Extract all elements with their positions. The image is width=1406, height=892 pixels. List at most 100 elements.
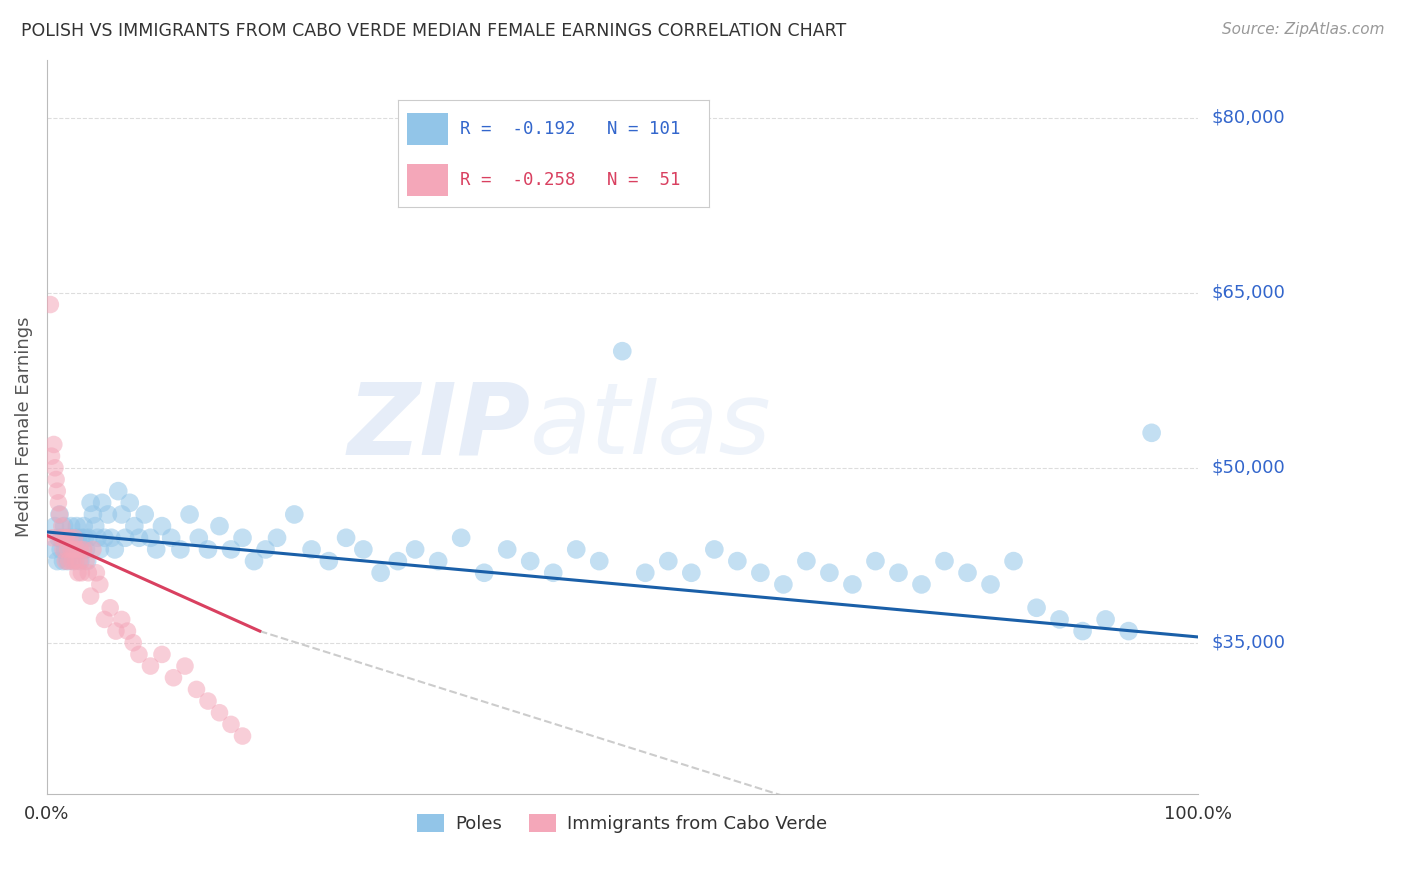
Point (60, 554, 83, 568)
Point (139, 659, 162, 673)
Point (404, 542, 426, 557)
Point (818, 566, 841, 580)
Point (114, 531, 136, 545)
Point (76, 554, 98, 568)
Point (44, 519, 66, 533)
Point (73, 531, 96, 545)
Point (301, 542, 323, 557)
Point (283, 508, 305, 522)
Point (122, 636, 145, 650)
Point (42, 437, 65, 451)
Point (979, 577, 1001, 591)
Point (70, 566, 93, 580)
Point (124, 519, 146, 533)
Point (352, 542, 374, 557)
Point (66, 531, 89, 545)
Point (53, 519, 76, 533)
Point (1049, 612, 1071, 626)
Point (52, 554, 75, 568)
Point (48, 531, 70, 545)
Point (179, 508, 201, 522)
Point (89, 542, 111, 557)
Point (187, 531, 209, 545)
Point (335, 531, 357, 545)
Point (496, 542, 519, 557)
Point (145, 542, 167, 557)
Point (67, 542, 90, 557)
Point (150, 519, 173, 533)
Point (318, 554, 340, 568)
Point (51, 531, 73, 545)
Point (219, 717, 242, 731)
Point (243, 554, 266, 568)
Text: $35,000: $35,000 (1212, 633, 1285, 652)
Point (725, 554, 748, 568)
Point (231, 531, 253, 545)
Point (796, 554, 818, 568)
Point (150, 648, 173, 662)
Point (128, 531, 150, 545)
Point (472, 566, 495, 580)
Text: $50,000: $50,000 (1212, 458, 1285, 477)
Point (1002, 554, 1025, 568)
Text: Source: ZipAtlas.com: Source: ZipAtlas.com (1222, 22, 1385, 37)
Point (208, 519, 231, 533)
Point (44, 460, 66, 475)
Point (93, 612, 115, 626)
Point (111, 612, 134, 626)
Point (39, 297, 62, 311)
Point (48, 496, 70, 510)
Point (91, 496, 114, 510)
Point (65, 554, 87, 568)
Point (703, 542, 725, 557)
Point (75, 554, 97, 568)
Point (370, 566, 392, 580)
Point (887, 566, 910, 580)
Point (66, 566, 89, 580)
Point (86, 531, 108, 545)
Point (910, 577, 932, 591)
Point (59, 531, 82, 545)
Point (67, 554, 90, 568)
Point (93, 531, 115, 545)
Point (77, 566, 100, 580)
Point (53, 554, 76, 568)
Point (52, 542, 75, 557)
Point (45, 473, 67, 487)
Point (48, 508, 70, 522)
Point (62, 542, 84, 557)
Point (565, 542, 588, 557)
Point (588, 554, 610, 568)
Point (49, 542, 72, 557)
Point (139, 531, 162, 545)
Text: ZIP: ZIP (347, 378, 530, 475)
Point (55, 531, 77, 545)
Point (387, 554, 409, 568)
Point (82, 508, 104, 522)
Point (519, 554, 541, 568)
Point (63, 531, 86, 545)
Point (60, 542, 83, 557)
Point (174, 659, 197, 673)
Point (75, 542, 97, 557)
Point (111, 508, 134, 522)
Point (58, 554, 80, 568)
Point (59, 531, 82, 545)
Point (84, 519, 107, 533)
Point (934, 554, 956, 568)
Point (53, 542, 76, 557)
Point (73, 519, 96, 533)
Point (46, 484, 69, 499)
Point (169, 542, 191, 557)
Point (58, 542, 80, 557)
Point (128, 648, 150, 662)
Point (60, 542, 83, 557)
Text: $80,000: $80,000 (1212, 109, 1285, 127)
Point (681, 566, 703, 580)
Point (134, 508, 156, 522)
Point (79, 496, 101, 510)
Point (186, 682, 208, 697)
Point (63, 531, 86, 545)
Point (41, 531, 63, 545)
Point (73, 542, 96, 557)
